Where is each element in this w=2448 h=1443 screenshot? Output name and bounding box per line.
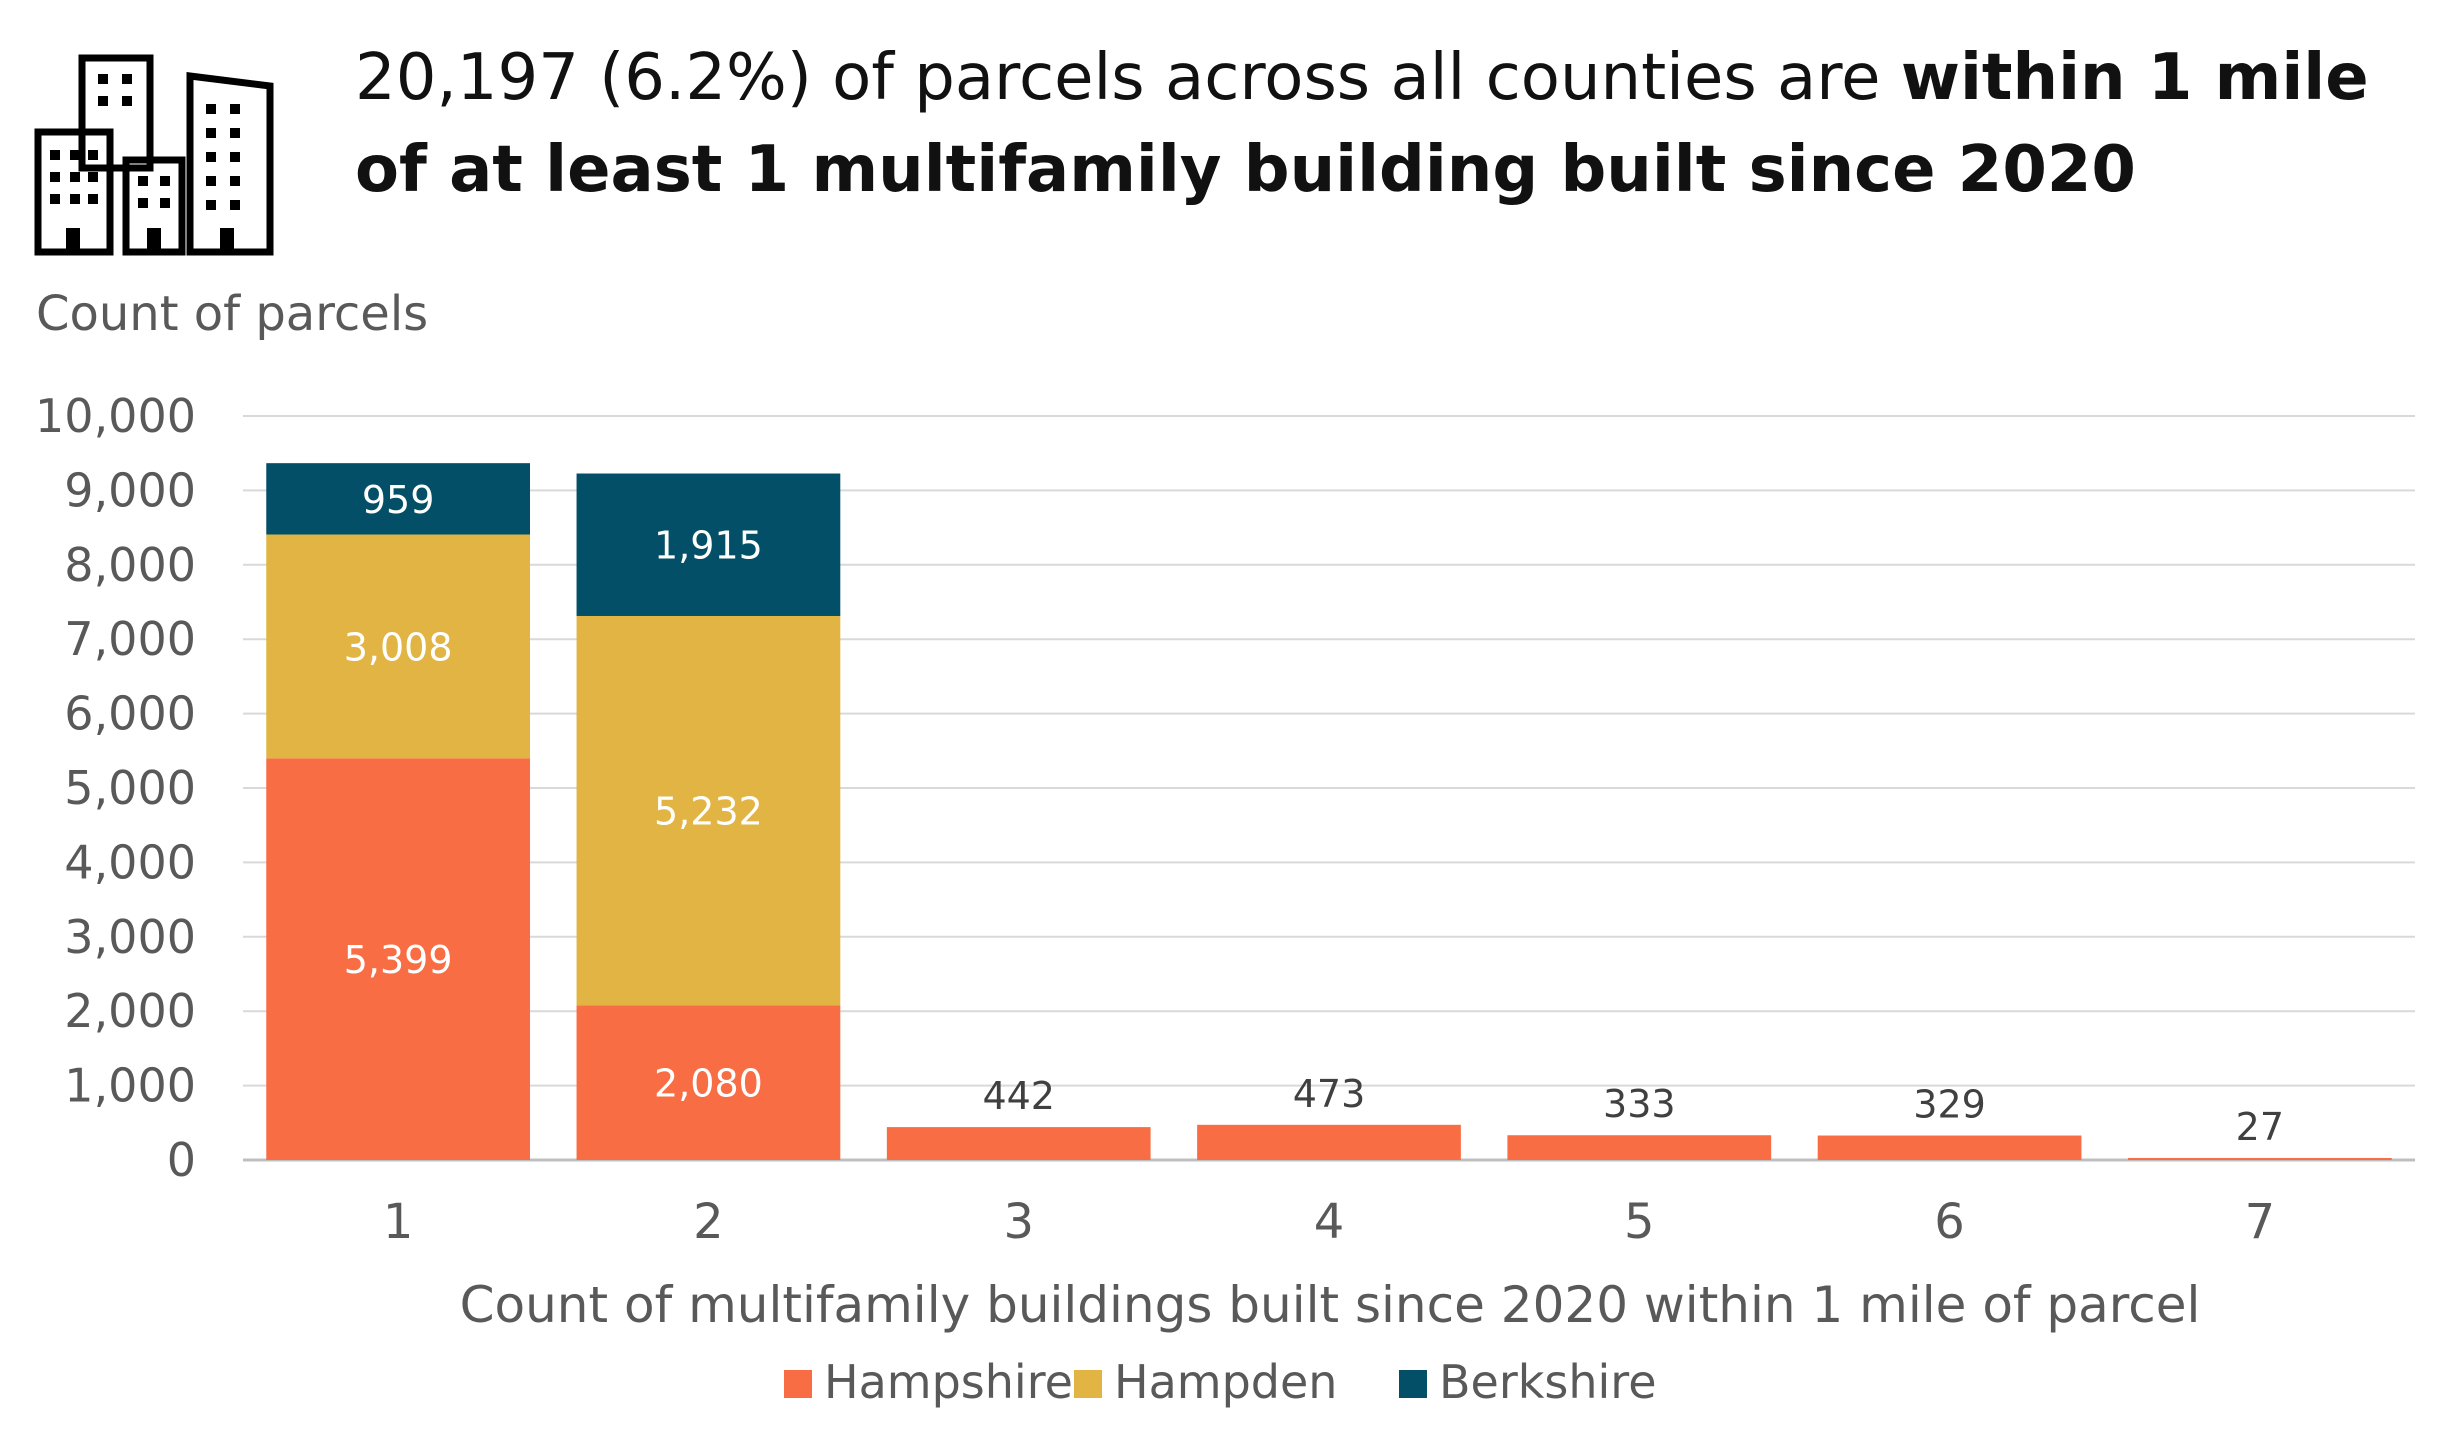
data-label: 329 [1913, 1083, 1986, 1127]
buildings-icon [30, 50, 280, 260]
data-label: 27 [2236, 1105, 2284, 1149]
y-tick-label: 4,000 [64, 835, 196, 889]
bar-segment-hampshire [1507, 1135, 1772, 1160]
chart-title: 20,197 (6.2%) of parcels across all coun… [355, 32, 2435, 216]
bar-segment-hampshire [2127, 1157, 2392, 1160]
data-label: 5,232 [654, 790, 763, 834]
y-tick-label: 8,000 [64, 538, 196, 592]
data-label: 2,080 [654, 1062, 763, 1106]
legend-label-hampshire: Hampshire [824, 1355, 1073, 1409]
bar-segment-hampshire [576, 1005, 841, 1160]
bar-segment-berkshire [576, 473, 841, 616]
bar-segment-berkshire [266, 463, 531, 535]
bar-segment-hampshire [886, 1127, 1151, 1160]
data-label: 473 [1293, 1072, 1366, 1116]
data-label: 333 [1603, 1082, 1676, 1126]
x-tick-label: 3 [1003, 1194, 1034, 1250]
x-tick-label: 1 [383, 1194, 414, 1250]
x-tick-label: 7 [2245, 1194, 2276, 1250]
bar-segment-hampden [266, 534, 531, 759]
data-label: 3,008 [344, 625, 453, 669]
bar-segment-hampshire [266, 758, 531, 1160]
x-tick-label: 6 [1934, 1194, 1965, 1250]
y-tick-label: 2,000 [64, 984, 196, 1038]
chart-title-normal: 20,197 (6.2%) of parcels across all coun… [355, 41, 1901, 115]
bar-segment-hampshire [1817, 1135, 2082, 1160]
legend-swatch-hampshire [784, 1370, 812, 1398]
legend: Hampshire Hampden Berkshire [784, 1355, 1657, 1409]
legend-label-hampden: Hampden [1114, 1355, 1337, 1409]
y-axis-label: Count of parcels [36, 286, 428, 342]
x-tick-label: 4 [1314, 1194, 1345, 1250]
chart-title-bold: within 1 mile of at least 1 multifamily … [355, 41, 2369, 207]
y-tick-label: 7,000 [64, 612, 196, 666]
x-axis-label: Count of multifamily buildings built sin… [460, 1276, 2201, 1334]
y-tick-label: 10,000 [35, 389, 196, 443]
legend-swatch-berkshire [1399, 1370, 1427, 1398]
bar-segment-hampshire [1197, 1124, 1461, 1160]
bar-segment-hampden [576, 615, 841, 1006]
y-tick-label: 3,000 [64, 910, 196, 964]
y-tick-label: 6,000 [64, 687, 196, 741]
y-tick-label: 0 [167, 1133, 196, 1187]
data-label: 959 [362, 478, 435, 522]
buildings-icon-graphic [34, 54, 274, 256]
y-tick-label: 1,000 [64, 1059, 196, 1113]
legend-swatch-hampden [1074, 1370, 1102, 1398]
data-label: 442 [982, 1074, 1055, 1118]
x-tick-label: 5 [1624, 1194, 1655, 1250]
y-tick-label: 9,000 [64, 463, 196, 517]
data-label: 1,915 [654, 524, 763, 568]
legend-label-berkshire: Berkshire [1439, 1355, 1657, 1409]
x-tick-label: 2 [693, 1194, 724, 1250]
data-label: 5,399 [344, 938, 453, 982]
y-tick-label: 5,000 [64, 761, 196, 815]
